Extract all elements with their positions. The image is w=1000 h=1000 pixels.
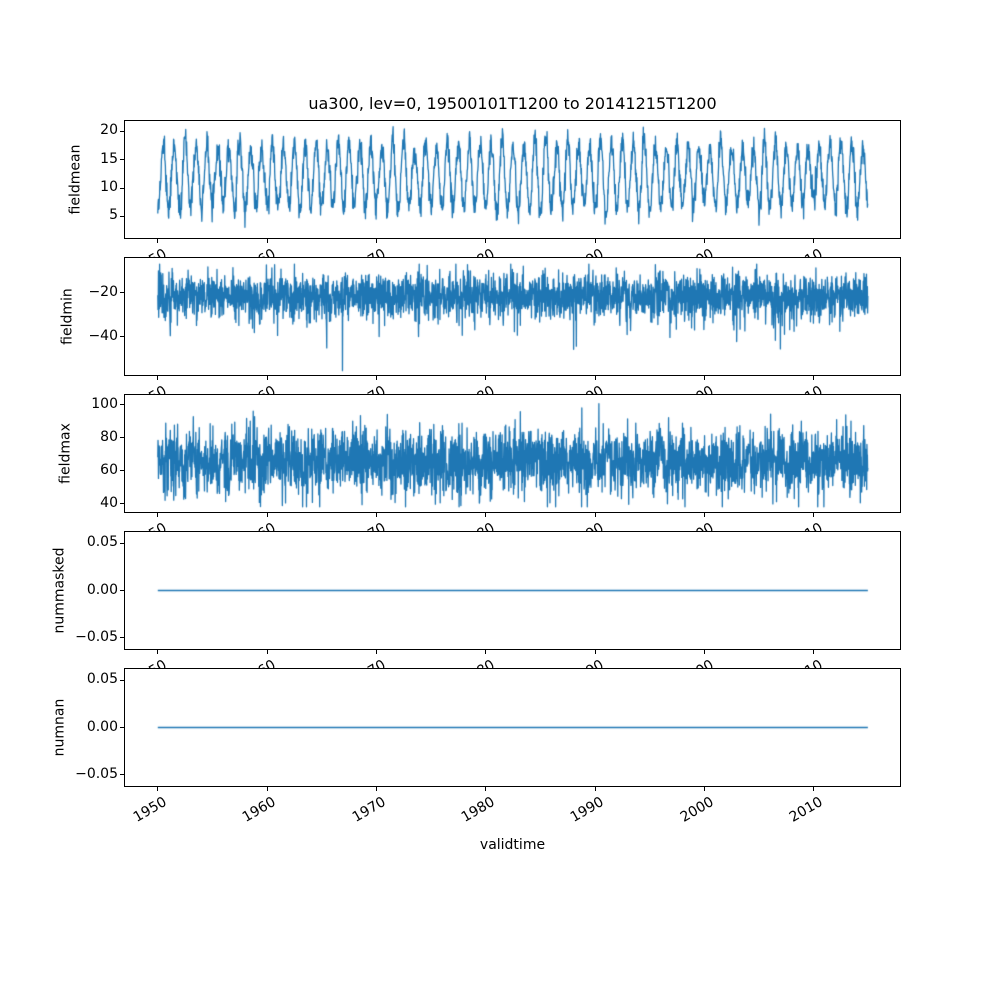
x-tick (157, 787, 159, 791)
y-tick-label: −0.05 (75, 628, 118, 645)
x-tick (157, 376, 159, 380)
subplot-fieldmean (124, 120, 901, 239)
subplot-numnan (124, 668, 901, 787)
x-tick-label: 2010 (786, 794, 826, 826)
line-series-fieldmean (125, 121, 900, 238)
x-tick (703, 650, 705, 654)
x-tick (266, 239, 268, 243)
y-tick (120, 159, 124, 161)
y-tick-label: 10 (100, 179, 118, 196)
x-tick (157, 239, 159, 243)
x-tick (485, 650, 487, 654)
x-tick (594, 513, 596, 517)
y-tick-label: 15 (100, 150, 118, 167)
y-tick (120, 336, 124, 338)
y-axis-label-fieldmin: fieldmin (59, 288, 76, 345)
x-tick (703, 787, 705, 791)
x-tick (485, 376, 487, 380)
x-tick (485, 787, 487, 791)
y-tick (120, 637, 124, 639)
x-tick-label: 2000 (677, 794, 717, 826)
y-tick (120, 187, 124, 189)
y-tick-label: −0.05 (75, 765, 118, 782)
x-axis-label: validtime (479, 837, 546, 853)
y-tick (120, 292, 124, 294)
x-tick (266, 650, 268, 654)
x-tick (375, 513, 377, 517)
x-tick (375, 239, 377, 243)
x-tick (813, 376, 815, 380)
x-tick (375, 376, 377, 380)
y-tick-label: 100 (91, 395, 118, 412)
y-axis-label-fieldmean: fieldmean (67, 144, 84, 215)
x-tick (813, 650, 815, 654)
y-tick-label: 5 (109, 207, 118, 224)
x-tick (594, 787, 596, 791)
x-tick (485, 513, 487, 517)
y-tick (120, 130, 124, 132)
x-tick (266, 787, 268, 791)
x-tick-label: 1990 (568, 794, 608, 826)
y-tick-label: −40 (88, 327, 118, 344)
y-tick (120, 437, 124, 439)
y-tick-label: 0.00 (86, 718, 118, 735)
y-tick-label: −20 (88, 283, 118, 300)
y-tick (120, 470, 124, 472)
chart-title: ua300, lev=0, 19500101T1200 to 20141215T… (308, 94, 717, 113)
x-tick (703, 513, 705, 517)
y-tick (120, 404, 124, 406)
x-tick (813, 239, 815, 243)
x-tick-label: 1950 (130, 794, 170, 826)
x-tick (594, 376, 596, 380)
x-tick (157, 650, 159, 654)
y-tick-label: 80 (100, 428, 118, 445)
y-tick-label: 0.00 (86, 581, 118, 598)
y-tick-label: 60 (100, 461, 118, 478)
y-tick (120, 679, 124, 681)
y-tick (120, 215, 124, 217)
x-tick (813, 787, 815, 791)
x-tick (375, 650, 377, 654)
subplot-nummasked (124, 531, 901, 650)
subplot-fieldmax (124, 394, 901, 513)
y-axis-label-fieldmax: fieldmax (57, 423, 74, 484)
x-tick (266, 513, 268, 517)
y-tick-label: 40 (100, 494, 118, 511)
y-tick (120, 503, 124, 505)
x-tick (703, 239, 705, 243)
x-tick (594, 650, 596, 654)
x-tick-label: 1980 (458, 794, 498, 826)
y-tick-label: 0.05 (86, 534, 118, 551)
x-tick (813, 513, 815, 517)
y-tick-label: 0.05 (86, 671, 118, 688)
x-tick (703, 376, 705, 380)
line-series-fieldmax (125, 395, 900, 512)
y-tick (120, 727, 124, 728)
x-tick-label: 1970 (349, 794, 389, 826)
x-tick (157, 513, 159, 517)
y-tick-label: 20 (100, 122, 118, 139)
y-tick (120, 590, 124, 591)
x-tick (266, 376, 268, 380)
line-series-nummasked (125, 532, 900, 649)
line-series-fieldmin (125, 258, 900, 375)
y-axis-label-nummasked: nummasked (51, 547, 68, 634)
subplot-fieldmin (124, 257, 901, 376)
x-tick (485, 239, 487, 243)
x-tick (375, 787, 377, 791)
y-tick (120, 542, 124, 544)
x-tick (594, 239, 596, 243)
x-tick-label: 1960 (240, 794, 280, 826)
y-axis-label-numnan: numnan (51, 698, 68, 757)
line-series-numnan (125, 669, 900, 786)
y-tick (120, 774, 124, 776)
